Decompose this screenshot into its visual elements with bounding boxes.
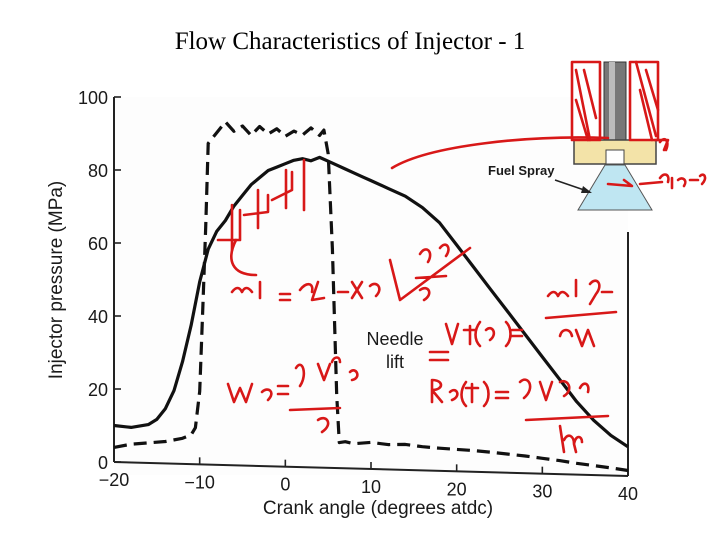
y-tick-label-100: 100 <box>78 88 108 108</box>
fuel-spray-label: Fuel Spray <box>488 163 555 178</box>
x-tick-label-10: 10 <box>361 477 381 497</box>
ink-nozzle-arrows <box>606 138 670 188</box>
handwritten-annotations <box>216 60 707 454</box>
ink-formula-mdot-right <box>544 278 618 348</box>
x-tick-label--10: −10 <box>184 472 215 492</box>
injector-needle-highlight <box>609 62 615 144</box>
x-axis-title: Crank angle (degrees atdc) <box>263 498 493 519</box>
y-tick-label-20: 20 <box>88 380 108 400</box>
ink-curve-to-nozzle <box>390 136 610 170</box>
ink-formula-re <box>430 378 610 454</box>
fuel-spray-arrowhead-icon <box>581 186 592 193</box>
series-line-needle-lift <box>113 120 629 473</box>
ink-formula-mdot-f <box>230 243 472 302</box>
y-tick-label-80: 80 <box>88 161 108 181</box>
y-axis-title: Injector pressure (MPa) <box>46 181 67 380</box>
x-tick-label-0: 0 <box>280 475 290 495</box>
slide-title: Flow Characteristics of Injector - 1 <box>174 28 526 55</box>
y-ticks: 0 20 40 60 80 100 <box>78 88 121 473</box>
needle-lift-label-line2: lift <box>386 352 404 372</box>
y-tick-label-60: 60 <box>88 234 108 254</box>
ink-formula-vt <box>428 320 524 362</box>
series-layer <box>113 120 629 473</box>
y-tick-label-40: 40 <box>88 307 108 327</box>
ink-steps <box>216 158 306 252</box>
nozzle-hole <box>605 149 625 165</box>
ink-formula-we <box>226 356 359 434</box>
series-line-injector-pressure <box>113 155 629 449</box>
ink-nozzle-right-marks <box>658 137 707 190</box>
x-tick-label-20: 20 <box>447 479 467 499</box>
y-tick-label-0: 0 <box>98 453 108 473</box>
ink-nozzle-hatch <box>574 60 660 142</box>
fuel-spray-cone <box>577 164 653 211</box>
needle-lift-label-line1: Needle <box>366 329 423 349</box>
x-tick-label-40: 40 <box>618 484 638 504</box>
x-ticks: −20 −10 0 10 20 30 40 <box>99 455 638 504</box>
x-tick-label-30: 30 <box>532 482 552 502</box>
x-tick-label--20: −20 <box>99 470 130 490</box>
ink-bracket <box>230 238 258 277</box>
